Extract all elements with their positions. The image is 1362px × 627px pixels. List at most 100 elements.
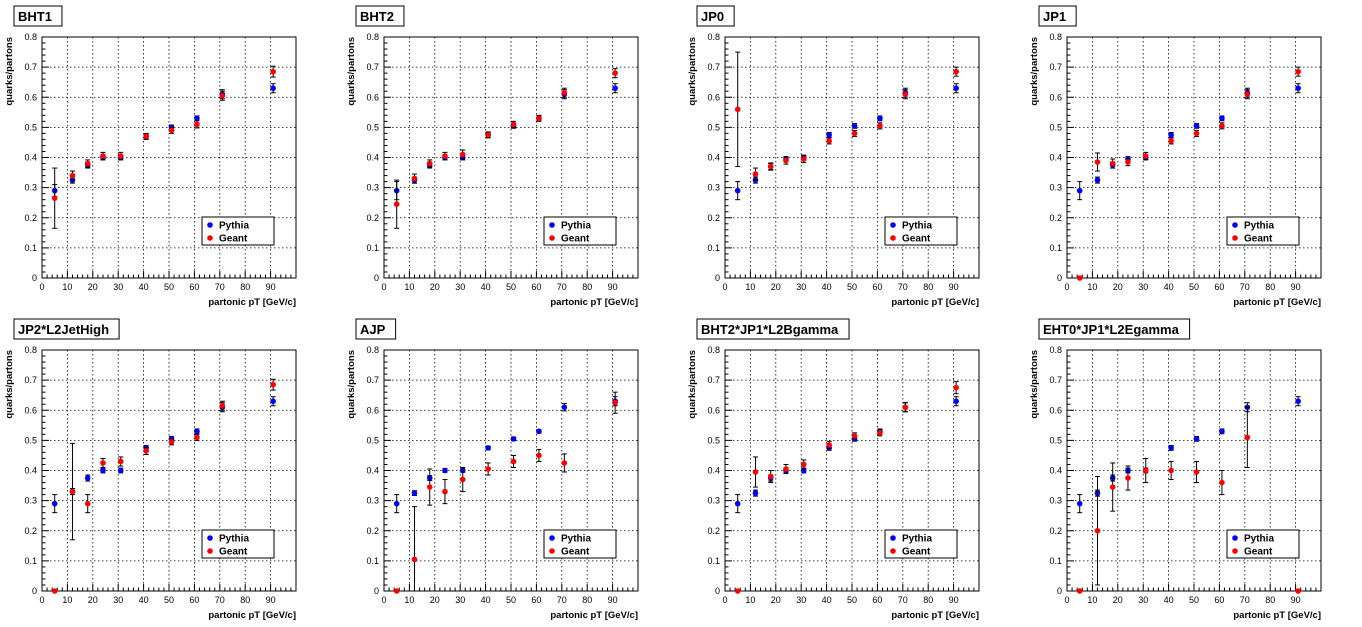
- legend-box: [1226, 529, 1300, 559]
- x-tick-label: 90: [1291, 282, 1301, 292]
- data-point-pythia: [1076, 500, 1083, 507]
- x-tick-label: 60: [872, 595, 882, 605]
- data-point-geant: [1219, 123, 1225, 129]
- legend-marker: [890, 222, 896, 228]
- data-point-pythia: [1193, 123, 1200, 129]
- y-tick-label: 0.3: [366, 183, 379, 193]
- y-tick-label: 0.5: [707, 435, 720, 445]
- legend-marker: [549, 535, 555, 541]
- y-axis-label: quarks/partons: [346, 37, 357, 106]
- y-tick-label: 0.7: [707, 62, 720, 72]
- data-point-geant: [510, 458, 517, 465]
- data-point-geant: [1109, 484, 1116, 490]
- x-tick-label: 30: [796, 595, 806, 605]
- y-tick-label: 0.1: [707, 556, 720, 566]
- y-tick-label: 0.8: [707, 32, 720, 42]
- y-tick-label: 0.2: [366, 526, 379, 536]
- chart-title-box: [355, 318, 397, 340]
- legend-marker: [207, 548, 213, 554]
- y-tick-label: 0.7: [24, 62, 37, 72]
- y-tick-label: 0.4: [24, 153, 37, 163]
- x-tick-label: 10: [62, 282, 72, 292]
- x-tick-label: 70: [1240, 595, 1250, 605]
- data-point-geant: [1142, 153, 1149, 159]
- x-axis-label: partonic pT [GeV/c]: [208, 297, 296, 308]
- y-tick-label: 0.6: [366, 92, 379, 102]
- data-point-geant: [783, 157, 789, 164]
- data-point-geant: [1094, 527, 1101, 534]
- y-tick-label: 0.4: [366, 466, 379, 476]
- data-point-pythia: [194, 115, 200, 122]
- x-tick-label: 40: [139, 595, 149, 605]
- data-point-pythia: [393, 500, 400, 507]
- legend-box: [884, 216, 958, 246]
- legend-label: Pythia: [1244, 221, 1274, 232]
- x-axis-label: partonic pT [GeV/c]: [550, 610, 638, 621]
- data-point-pythia: [84, 475, 91, 481]
- data-point-geant: [219, 402, 226, 409]
- data-point-geant: [536, 452, 542, 459]
- data-point-pythia: [117, 467, 124, 474]
- data-point-geant: [459, 476, 466, 483]
- y-tick-label: 0.1: [24, 243, 37, 253]
- x-tick-label: 60: [531, 595, 541, 605]
- data-point-geant: [459, 151, 466, 158]
- data-point-geant: [84, 160, 91, 167]
- chart-panel-4: JP2*L2JetHigh 0 10 20 30 40 50 60 70 80 90 0 0.1 0.2 0…: [4, 318, 297, 621]
- data-point-geant: [1125, 159, 1131, 165]
- y-axis-label: quarks/partons: [1029, 350, 1040, 419]
- legend-marker: [1232, 548, 1238, 554]
- data-point-geant: [84, 500, 91, 507]
- x-tick-label: 0: [722, 282, 727, 292]
- data-point-geant: [1244, 434, 1251, 441]
- x-tick-label: 80: [240, 282, 250, 292]
- data-point-geant: [877, 123, 883, 129]
- data-point-pythia: [1168, 445, 1174, 451]
- chart-panel-7: EHT0*JP1*L2Egamma 0 10 20 30 40 50 60 70 80 90 0 0.1…: [1029, 318, 1322, 621]
- x-tick-label: 60: [1214, 282, 1224, 292]
- x-tick-label: 40: [822, 282, 832, 292]
- data-point-geant: [561, 460, 568, 466]
- x-tick-label: 50: [164, 595, 174, 605]
- x-tick-label: 70: [1240, 282, 1250, 292]
- legend-label: Geant: [902, 234, 931, 245]
- data-point-geant: [194, 434, 200, 441]
- x-tick-label: 90: [608, 595, 618, 605]
- data-point-geant: [100, 153, 106, 159]
- x-tick-label: 10: [404, 595, 414, 605]
- legend-box: [543, 529, 617, 559]
- x-tick-label: 30: [1138, 282, 1148, 292]
- y-tick-label: 0: [715, 586, 720, 596]
- legend-marker: [1232, 235, 1238, 241]
- data-point-geant: [393, 201, 400, 207]
- chart-panel-2: JP0 0 10 20 30 40 50 60 70 80 90 0 0.1 0.2 0.3 0.4 0.5 0.…: [687, 5, 980, 308]
- y-tick-label: 0.5: [24, 122, 37, 132]
- y-tick-label: 0.4: [1049, 153, 1062, 163]
- chart-title: JP0: [701, 9, 724, 24]
- legend-marker: [549, 222, 555, 228]
- chart-panel-1: BHT2 0 10 20 30 40 50 60 70 80 90 0 0.1 0.2 0.3 0.4 0.5 0…: [346, 5, 639, 308]
- x-tick-label: 80: [1265, 595, 1275, 605]
- legend-marker: [549, 235, 555, 241]
- data-point-geant: [426, 160, 433, 167]
- y-tick-label: 0.5: [707, 122, 720, 132]
- y-tick-label: 0.7: [366, 375, 379, 385]
- x-tick-label: 30: [113, 595, 123, 605]
- data-point-geant: [411, 175, 418, 182]
- data-point-pythia: [1168, 132, 1174, 138]
- chart-title-box: [13, 5, 63, 27]
- data-point-geant: [69, 172, 76, 179]
- y-tick-label: 0.1: [1049, 556, 1062, 566]
- data-point-geant: [536, 115, 542, 122]
- x-tick-label: 50: [847, 595, 857, 605]
- y-tick-label: 0.8: [24, 345, 37, 355]
- x-tick-label: 0: [1064, 282, 1069, 292]
- data-point-geant: [826, 442, 832, 448]
- data-point-geant: [51, 588, 58, 594]
- y-axis-label: quarks/partons: [346, 350, 357, 419]
- y-tick-label: 0.7: [707, 375, 720, 385]
- legend-marker: [890, 235, 896, 241]
- data-point-pythia: [877, 115, 883, 122]
- x-tick-label: 10: [745, 282, 755, 292]
- data-point-geant: [800, 156, 807, 162]
